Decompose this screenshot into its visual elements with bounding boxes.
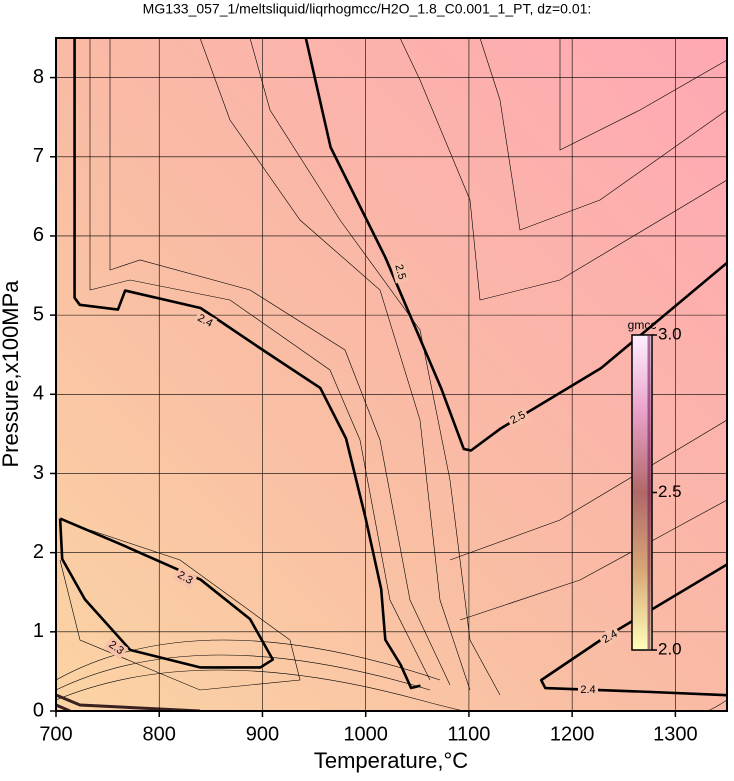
chart-title: MG133_057_1/meltsliquid/liqrhogmcc/H2O_1… — [143, 1, 592, 17]
x-tick-label: 900 — [246, 723, 279, 745]
plot-frame — [55, 37, 728, 712]
contours: 2.4 2.5 2.5 2.3 2.3 2.4 2.4 — [58, 38, 727, 697]
y-tick-label: 3 — [33, 462, 44, 484]
colorbar-label: gmcc — [628, 318, 657, 332]
contour-label-group: 2.4 — [192, 310, 218, 332]
contour-line — [539, 563, 727, 697]
contour-label-group: 2.5 — [505, 407, 531, 429]
contour-line — [73, 38, 421, 690]
x-tick-label: 1200 — [550, 723, 595, 745]
y-tick-label: 8 — [33, 66, 44, 88]
minor-contour — [89, 38, 431, 681]
colorbar-tick-label: 2.0 — [658, 639, 682, 658]
chart-layer: 700 800 900 1000 1100 1200 1300 0 1 2 3 4 5 6 7 8 2.4 2.5… — [33, 38, 727, 745]
minor-contour — [479, 38, 727, 231]
minor-contour — [56, 639, 441, 681]
contour-line — [304, 38, 727, 452]
contour-label-bg — [172, 566, 198, 590]
minor-contour — [559, 38, 727, 151]
minor-contour — [56, 669, 727, 711]
y-tick-label: 2 — [33, 541, 44, 563]
contour-label-group: 2.4 — [597, 625, 623, 649]
contour-label-group: 2.5 — [390, 260, 410, 284]
contour-label-group: 2.3 — [172, 566, 198, 590]
contour-label-group: 2.3 — [103, 636, 129, 660]
contour-label-group: 2.4 — [578, 683, 598, 697]
x-tick-label: 700 — [39, 723, 72, 745]
minor-contour — [459, 499, 727, 621]
contour-label-bg — [597, 625, 623, 649]
colorbar-tick-label: 2.5 — [658, 482, 682, 501]
y-tick-label: 6 — [33, 224, 44, 246]
x-tick-label: 800 — [143, 723, 176, 745]
colorbar-tick-label: 3.0 — [658, 324, 682, 343]
minor-contour — [449, 419, 727, 561]
x-tick-label: 1000 — [343, 723, 388, 745]
contour-label-bg — [505, 407, 531, 429]
y-axis-label: Pressure,x100MPa — [0, 280, 23, 468]
plot-background — [56, 38, 727, 711]
x-tick-label: 1100 — [447, 723, 490, 745]
minor-contour — [249, 38, 501, 696]
y-tick-label: 5 — [33, 303, 44, 325]
y-tick-label: 7 — [33, 145, 44, 167]
contour-label: 2.5 — [392, 263, 408, 281]
contour-label-bg — [578, 683, 598, 697]
minor-contour — [59, 529, 301, 691]
contour-label: 2.4 — [580, 684, 595, 696]
minor-contour — [199, 38, 471, 691]
contour-label-bg — [103, 636, 129, 660]
y-tick-label: 0 — [33, 699, 44, 721]
contour-label-bg — [390, 260, 410, 284]
minor-contour — [109, 38, 451, 686]
y-tick-label: 1 — [33, 620, 44, 642]
contour-label-bg — [192, 310, 218, 332]
minor-contour — [399, 38, 727, 301]
x-axis-label: Temperature,°C — [314, 748, 468, 773]
minor-contour — [56, 654, 431, 691]
y-tick-label: 4 — [33, 383, 44, 405]
contour-line — [58, 517, 275, 669]
minor-contours — [56, 38, 727, 711]
x-tick-label: 1300 — [653, 723, 698, 745]
